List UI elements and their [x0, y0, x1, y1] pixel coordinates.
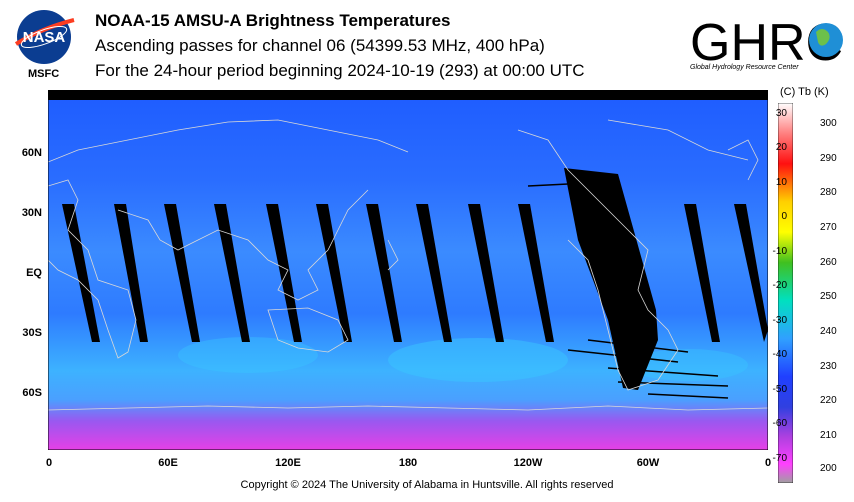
- colorbar-kelvin-label: 270: [820, 222, 837, 233]
- ghrc-logo: GHRC: [690, 14, 843, 72]
- lon-label-60e: 60E: [158, 457, 178, 469]
- orbit-gap: [266, 204, 302, 342]
- colorbar-kelvin-label: 290: [820, 153, 837, 164]
- lon-label-0: 0: [45, 457, 53, 469]
- colorbar-kelvin-label: 200: [820, 463, 837, 474]
- nasa-logo-text: NASA: [23, 29, 66, 46]
- orbit-gap: [684, 204, 720, 342]
- orbit-gap: [114, 204, 148, 342]
- orbit-gap: [62, 204, 100, 342]
- map-background: [48, 90, 768, 450]
- lat-label-60n: 60N: [21, 147, 42, 159]
- cyan-region: [388, 338, 568, 382]
- lat-label-60s: 60S: [22, 387, 42, 399]
- colorbar-kelvin-label: 250: [820, 291, 837, 302]
- orbit-gap: [316, 204, 352, 342]
- colorbar: [778, 103, 793, 483]
- lon-label-120e: 120E: [275, 457, 301, 469]
- colorbar-kelvin-label: 220: [820, 395, 837, 406]
- msfc-label: MSFC: [28, 68, 60, 80]
- orbit-gap: [518, 204, 554, 342]
- orbit-gap: [468, 204, 504, 342]
- colorbar-header: (C) Tb (K): [780, 86, 829, 98]
- orbit-gap: [734, 204, 768, 342]
- map-subtitle: Ascending passes for channel 06 (54399.5…: [95, 36, 545, 55]
- map-top-band: [48, 90, 768, 100]
- ghrc-subtitle: Global Hydrology Resource Center: [690, 64, 799, 71]
- data-gap-americas: [564, 168, 658, 390]
- cyan-region: [178, 337, 318, 373]
- map-arrow: ←: [406, 90, 416, 101]
- lon-label-0-right: 0: [764, 457, 772, 469]
- lon-label-180: 180: [398, 457, 418, 469]
- orbit-gap: [366, 204, 402, 342]
- colorbar-kelvin-label: 300: [820, 118, 837, 129]
- colorbar-kelvin-label: 210: [820, 430, 837, 441]
- orbit-gap: [416, 204, 452, 342]
- lon-label-60w: 60W: [636, 457, 660, 469]
- colorbar-kelvin-label: 260: [820, 257, 837, 268]
- orbit-gap: [214, 204, 250, 342]
- colorbar-kelvin-label: 240: [820, 326, 837, 337]
- map-period: For the 24-hour period beginning 2024-10…: [95, 61, 585, 80]
- lat-label-30s: 30S: [22, 327, 42, 339]
- copyright-notice: Copyright © 2024 The University of Alaba…: [240, 479, 614, 491]
- cyan-region: [628, 349, 748, 381]
- lat-label-30n: 30N: [21, 207, 42, 219]
- map-title: NOAA-15 AMSU-A Brightness Temperatures: [95, 11, 451, 30]
- coastlines: [48, 119, 768, 411]
- lon-label-120w: 120W: [513, 457, 543, 469]
- lat-label-eq: EQ: [26, 267, 42, 279]
- colorbar-kelvin-label: 230: [820, 361, 837, 372]
- nasa-logo: NASA: [14, 10, 75, 64]
- orbit-gap: [164, 204, 200, 342]
- colorbar-kelvin-label: 280: [820, 187, 837, 198]
- brightness-temperature-map: ←: [48, 90, 768, 450]
